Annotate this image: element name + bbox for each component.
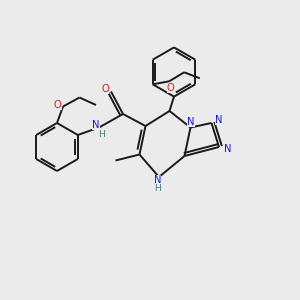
Text: N: N	[215, 115, 223, 125]
Text: O: O	[167, 83, 175, 93]
Text: O: O	[101, 83, 109, 94]
Text: N: N	[92, 119, 100, 130]
Text: H: H	[154, 184, 161, 193]
Text: N: N	[224, 143, 231, 154]
Text: N: N	[187, 117, 195, 127]
Text: O: O	[54, 100, 61, 110]
Text: N: N	[154, 175, 161, 185]
Text: H: H	[98, 130, 105, 139]
